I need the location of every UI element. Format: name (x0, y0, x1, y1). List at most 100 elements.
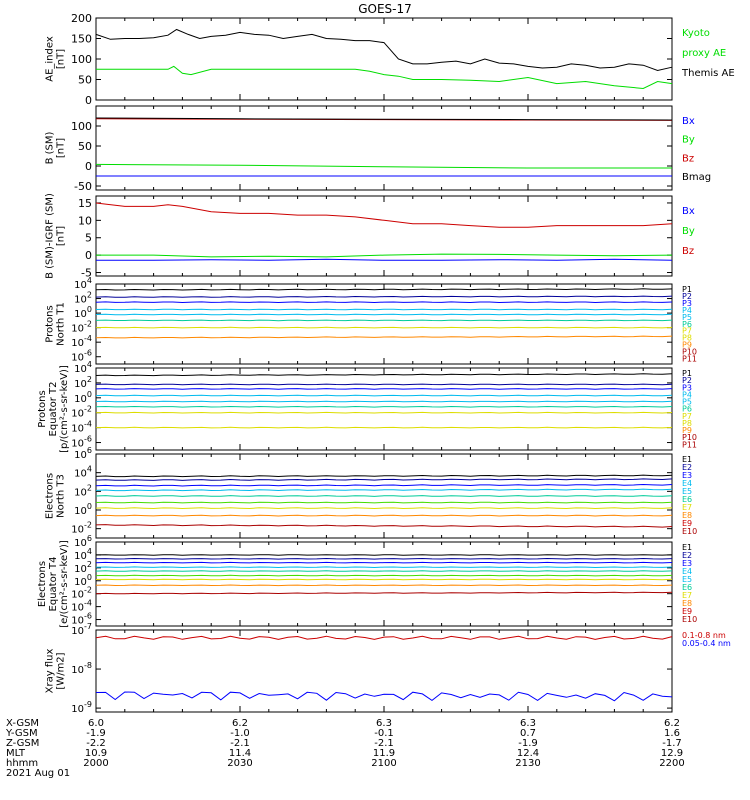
legend-entry: E5 (682, 575, 692, 584)
y-tick-label: 104 (74, 276, 92, 291)
y-tick-label: 10-2 (71, 320, 92, 335)
legend-entry: P2 (682, 376, 692, 385)
series-line-e2 (95, 557, 673, 560)
y-axis-label: Electrons (45, 473, 56, 519)
y-tick-label: 10-2 (71, 521, 92, 536)
legend-entry: E1 (682, 455, 692, 464)
legend-entry: P9 (682, 426, 692, 435)
y-tick-label: 102 (74, 291, 92, 306)
y-tick-label: -50 (74, 180, 92, 193)
y-tick-label: 10-9 (71, 700, 92, 715)
legend-entry: E2 (682, 463, 692, 472)
y-axis-label: Protons (37, 390, 48, 427)
series-line-e8 (95, 514, 673, 517)
x-axis-row-label: Z-GSM (6, 738, 39, 749)
series-line-e10 (95, 591, 673, 595)
legend-entry: By (682, 226, 695, 237)
legend-entry: E6 (682, 495, 692, 504)
legend-entry: Themis AE (681, 68, 735, 79)
legend-entry: P11 (682, 355, 697, 364)
y-axis-label: Equator T2 (48, 382, 59, 437)
x-axis-value: -1.0 (230, 728, 250, 739)
legend-entry: 0.1-0.8 nm (682, 631, 726, 640)
legend-entry: Bmag (682, 172, 711, 183)
y-tick-label: 10-2 (71, 586, 92, 601)
y-tick-label: 100 (74, 305, 92, 320)
legend-entry: P7 (682, 412, 692, 421)
panel-ae: 0 50 100 150 200 AE_index [nT] Kyoto proxy AE The… (45, 12, 735, 107)
series-line-e10 (95, 524, 673, 528)
series-line-e5 (95, 495, 673, 497)
x-axis-value: 12.4 (517, 748, 539, 759)
y-axis-label: Xray flux (45, 649, 56, 694)
y-tick-label: 10-6 (71, 435, 92, 450)
y-tick-label: 15 (78, 197, 92, 210)
x-axis-value: 2000 (83, 758, 108, 769)
y-tick-label: 10 (78, 214, 92, 227)
series-line-p1 (95, 373, 673, 377)
x-axis-row-label: MLT (6, 748, 26, 759)
series-line-p6 (95, 405, 673, 408)
series-line-p3 (95, 388, 673, 390)
panel-frame (95, 629, 673, 713)
legend-entry: P5 (682, 313, 692, 322)
series-line-kyoto-proxy-ae (96, 65, 673, 90)
series-line-e8 (95, 584, 673, 587)
y-tick-label: -5 (81, 267, 92, 280)
y-axis-label: B (SM) (45, 131, 56, 164)
x-axis-value: 6.0 (88, 718, 104, 729)
x-axis-value: -0.1 (374, 728, 394, 739)
legend-entry: P10 (682, 433, 697, 442)
series-line-p9 (95, 426, 673, 429)
series-line-e3 (95, 483, 673, 487)
y-tick-label: 0 (85, 249, 92, 262)
y-tick-label: 0 (85, 160, 92, 173)
y-tick-label: 10-2 (71, 405, 92, 420)
y-tick-label: 10-6 (71, 349, 92, 364)
x-axis-value: 11.9 (373, 748, 395, 759)
x-axis-value: 6.3 (520, 718, 536, 729)
x-axis-labels: X-GSM 6.0 6.2 6.3 6.3 6.2 Y-GSM -1.9 -1.0 -0.1 0.7… (5, 718, 685, 779)
y-tick-label: 102 (74, 375, 92, 390)
x-axis-row-label: X-GSM (6, 718, 39, 729)
series-line-p9 (95, 335, 673, 339)
legend-entry: E3 (682, 559, 692, 568)
y-axis-label: [nT] (56, 226, 67, 246)
x-axis-value: 6.2 (664, 718, 680, 729)
legend-entry: P10 (682, 348, 697, 357)
y-axis-label: North T1 (56, 302, 67, 346)
series-line-p6 (95, 319, 673, 322)
x-axis-value: -1.9 (518, 738, 538, 749)
legend-entry: P7 (682, 327, 692, 336)
legend-entry: P11 (682, 440, 697, 449)
x-axis-value: 12.9 (661, 748, 683, 759)
y-tick-label: 104 (74, 465, 92, 480)
y-axis-label: [W/m2] (56, 652, 67, 689)
series-line-p2 (95, 383, 673, 386)
x-axis-value: 2030 (227, 758, 252, 769)
series-line-p4 (95, 394, 673, 397)
legend-entry: P1 (682, 285, 692, 294)
series-line-e4 (95, 488, 673, 492)
series-line-0-1-0-8-nm (95, 635, 673, 640)
legend-entry: P8 (682, 419, 692, 428)
legend-entry: proxy AE (682, 48, 726, 59)
x-axis-value: 1.6 (664, 728, 680, 739)
series-line-p1 (95, 288, 673, 291)
legend-entry: Bx (682, 206, 695, 217)
x-axis-value: -1.9 (86, 728, 106, 739)
legend-entry: E1 (682, 543, 692, 552)
panel-bigrf: -5 0 5 10 15 B (SM)-IGRF (SM) [nT] Bx By Bz (45, 193, 695, 280)
x-axis-value: -2.2 (86, 738, 106, 749)
legend-entry: E9 (682, 519, 692, 528)
y-tick-label: 10-4 (71, 599, 92, 614)
legend-entry: E8 (682, 511, 692, 520)
series-line-bx (96, 258, 673, 261)
x-axis-value: 6.3 (376, 718, 392, 729)
series-line-e2 (95, 478, 673, 481)
legend-entry: P5 (682, 398, 692, 407)
series-line-0-05-0-4-nm (95, 691, 673, 702)
